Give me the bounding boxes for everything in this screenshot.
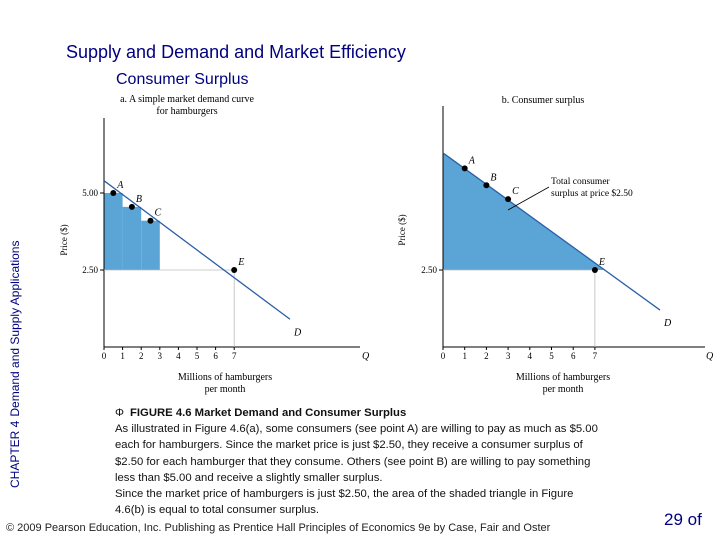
panel-a-point-e bbox=[231, 267, 238, 273]
panel-b-x-tick-label: 2 bbox=[484, 351, 489, 361]
slide-title: Supply and Demand and Market Efficiency bbox=[66, 42, 406, 62]
panel-a-x-axis-label: Millions of hamburgers bbox=[178, 372, 272, 383]
panel-a-x-axis-label: per month bbox=[205, 384, 246, 395]
panel-a-x-tick-label: 3 bbox=[158, 351, 163, 361]
chapter-number: CHAPTER 4 bbox=[8, 420, 22, 488]
panel-b-point-label-d: D bbox=[663, 318, 672, 329]
panel-b-x-axis-end-label: Q bbox=[706, 351, 714, 362]
panel-a-point-label-c: C bbox=[155, 208, 162, 219]
panel-b-annotation-pointer bbox=[507, 186, 550, 211]
panel-b-x-tick-label: 7 bbox=[593, 351, 598, 361]
caption-line: $2.50 for each hamburger that they consu… bbox=[115, 455, 591, 468]
panel-b-y-tick-label: 2.50 bbox=[421, 265, 437, 275]
panel-a-surplus-bar bbox=[122, 206, 142, 270]
panel-b-x-tick-label: 5 bbox=[549, 351, 554, 361]
panel-a-point-a bbox=[110, 190, 117, 196]
panel-a-point-b bbox=[128, 203, 135, 210]
slide-subtitle: Consumer Surplus bbox=[116, 71, 249, 88]
panel-a-surplus-bar bbox=[141, 220, 160, 270]
panel-a-y-axis-label: Price ($) bbox=[59, 224, 69, 255]
panel-b-x-tick-label: 4 bbox=[528, 351, 533, 361]
panel-b-x-axis-label: Millions of hamburgers bbox=[516, 372, 610, 383]
panel-a-x-tick-label: 6 bbox=[213, 351, 218, 361]
panel-b-x-tick-label: 6 bbox=[571, 351, 576, 361]
caption-title-text: FIGURE 4.6 Market Demand and Consumer Su… bbox=[130, 407, 407, 419]
panel-b-annotation: Total consumer bbox=[551, 177, 611, 187]
panel-a-x-tick-label: 2 bbox=[139, 351, 144, 361]
caption-line: less than $5.00 and receive a slightly s… bbox=[115, 471, 383, 484]
caption-symbol: Φ bbox=[115, 407, 125, 419]
footer-copyright: © 2009 Pearson Education, Inc. Publishin… bbox=[6, 522, 551, 534]
panel-a-surplus-bar bbox=[104, 193, 123, 270]
panel-b-demand-curve bbox=[442, 152, 661, 311]
panel-a-y-tick-label: 2.50 bbox=[82, 265, 98, 275]
panel-a-y-tick-label: 5.00 bbox=[82, 188, 98, 198]
panel-a-point-label-b: B bbox=[136, 194, 142, 205]
caption-line: each for hamburgers. Since the market pr… bbox=[115, 439, 583, 452]
panel-b-point-label-e: E bbox=[598, 257, 605, 268]
panel-b-annotation: surplus at price $2.50 bbox=[551, 188, 633, 199]
panel-a-point-label-a: A bbox=[116, 180, 124, 191]
panel-b-title: b. Consumer surplus bbox=[502, 95, 585, 106]
panel-a-x-axis-end-label: Q bbox=[362, 351, 370, 362]
panel-b-point-b bbox=[483, 182, 490, 189]
caption-line: Since the market price of hamburgers is … bbox=[115, 488, 574, 501]
panel-b-point-label-c: C bbox=[512, 186, 519, 197]
panel-a-x-tick-label: 5 bbox=[195, 351, 200, 361]
figure-caption: Φ FIGURE 4.6 Market Demand and Consumer S… bbox=[115, 405, 690, 518]
panel-b-point-c bbox=[505, 196, 512, 203]
caption-title: Φ FIGURE 4.6 Market Demand and Consumer S… bbox=[115, 405, 690, 421]
panel-a-point-label-e: E bbox=[237, 257, 244, 268]
panel-b-point-a bbox=[461, 165, 468, 172]
panel-b-point-e bbox=[591, 267, 598, 273]
caption-line: 4.6(b) is equal to total consumer surplu… bbox=[115, 504, 320, 517]
panel-b-y-axis-label: Price ($) bbox=[397, 214, 407, 245]
panel-a-point-c bbox=[147, 217, 154, 224]
page-number: 29 of bbox=[664, 510, 702, 529]
panel-b-x-tick-label: 3 bbox=[506, 351, 511, 361]
panel-b-point-label-b: B bbox=[490, 172, 496, 183]
panel-a-x-tick-label: 1 bbox=[120, 351, 125, 361]
panel-b-x-tick-label: 1 bbox=[462, 351, 467, 361]
caption-line: As illustrated in Figure 4.6(a), some co… bbox=[115, 423, 598, 436]
panel-a-x-tick-label: 4 bbox=[176, 351, 181, 361]
panel-b-point-label-a: A bbox=[468, 155, 476, 166]
panel-a-title: a. A simple market demand curve bbox=[120, 94, 254, 105]
panel-a-point-label-d: D bbox=[293, 327, 302, 338]
panel-a-title: for hamburgers bbox=[156, 106, 217, 117]
panel-a-demand-curve bbox=[103, 180, 291, 320]
panel-a-x-tick-label: 7 bbox=[232, 351, 237, 361]
panel-b-x-tick-label: 0 bbox=[441, 351, 446, 361]
panel-b-x-axis-label: per month bbox=[543, 384, 584, 395]
panel-a-x-tick-label: 0 bbox=[102, 351, 107, 361]
